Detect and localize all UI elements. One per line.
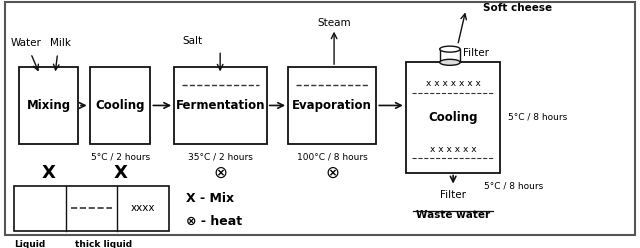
Bar bbox=[14, 186, 169, 231]
Text: Steam: Steam bbox=[317, 18, 351, 28]
Text: Waste water: Waste water bbox=[416, 211, 490, 220]
Text: xxxx: xxxx bbox=[131, 203, 156, 213]
Bar bbox=[406, 62, 500, 173]
Text: Cooling: Cooling bbox=[95, 99, 145, 112]
Text: Soft cheese: Soft cheese bbox=[483, 3, 552, 13]
Bar bbox=[174, 67, 267, 144]
Text: Salt: Salt bbox=[182, 35, 202, 46]
Text: Filter: Filter bbox=[463, 48, 489, 58]
Text: 35°C / 2 hours: 35°C / 2 hours bbox=[188, 153, 253, 161]
Text: Liquid: Liquid bbox=[14, 240, 45, 248]
Text: Evaporation: Evaporation bbox=[292, 99, 372, 112]
Text: 5°C / 2 hours: 5°C / 2 hours bbox=[91, 153, 150, 161]
Text: ⊗: ⊗ bbox=[213, 164, 227, 182]
Bar bbox=[19, 67, 78, 144]
Ellipse shape bbox=[440, 46, 460, 52]
Text: x x x x x x x: x x x x x x x bbox=[426, 79, 481, 88]
Text: Fermentation: Fermentation bbox=[176, 99, 265, 112]
Text: Mixing: Mixing bbox=[27, 99, 70, 112]
Bar bbox=[440, 49, 460, 62]
Text: 100°C / 8 hours: 100°C / 8 hours bbox=[297, 153, 367, 161]
Text: Cooling: Cooling bbox=[428, 111, 478, 124]
Text: Water: Water bbox=[10, 38, 41, 48]
Text: thick liquid: thick liquid bbox=[75, 240, 132, 248]
Text: Filter: Filter bbox=[440, 190, 466, 200]
Text: Milk: Milk bbox=[50, 38, 70, 48]
Text: 5°C / 8 hours: 5°C / 8 hours bbox=[508, 113, 568, 122]
Text: ⊗: ⊗ bbox=[325, 164, 339, 182]
Text: X - Mix: X - Mix bbox=[186, 192, 234, 205]
Text: ⊗ - heat: ⊗ - heat bbox=[186, 215, 242, 228]
Text: X: X bbox=[113, 164, 127, 182]
Ellipse shape bbox=[440, 59, 460, 65]
Text: 5°C / 8 hours: 5°C / 8 hours bbox=[484, 181, 543, 190]
Bar bbox=[288, 67, 376, 144]
Text: x x x x x x: x x x x x x bbox=[430, 145, 476, 154]
Text: X: X bbox=[42, 164, 56, 182]
Bar bbox=[90, 67, 150, 144]
